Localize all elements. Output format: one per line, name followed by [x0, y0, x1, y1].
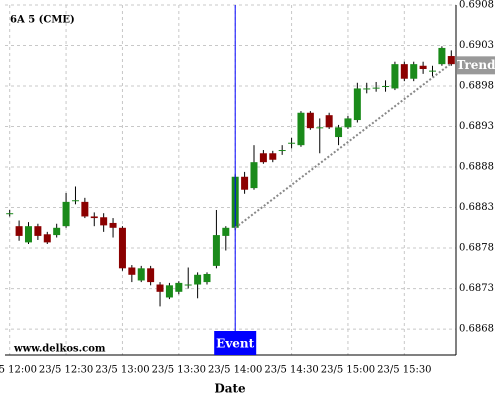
candle-body: [194, 274, 202, 285]
chart-title: 6A 5 (CME): [10, 15, 75, 26]
trend-line: [234, 62, 452, 229]
candle-body: [165, 285, 173, 298]
y-tick-label: 0.6883: [459, 202, 494, 213]
trend-box: [457, 56, 495, 75]
candle-body: [156, 284, 164, 292]
candle-body: [306, 112, 314, 129]
candle-body: [175, 282, 183, 292]
event-label: Event: [216, 337, 254, 351]
candle-body: [438, 47, 446, 65]
candle-body: [109, 222, 117, 228]
candle-body: [297, 112, 305, 146]
candle-body: [203, 273, 211, 283]
x-tick-label: 23/5 14:30: [264, 365, 318, 376]
x-tick-label: 23/5 12:30: [39, 365, 93, 376]
y-tick-label: 0.6898: [459, 81, 494, 92]
candle-body: [382, 86, 390, 88]
y-tick-label: 0.6873: [459, 283, 494, 294]
candle-body: [15, 226, 23, 236]
candle-body: [43, 234, 51, 243]
candle-body: [53, 227, 61, 236]
candle-body: [118, 227, 126, 269]
candle-body: [100, 217, 108, 226]
candle-body: [222, 227, 230, 236]
x-tick-label: 23/5 15:30: [377, 365, 431, 376]
candle-body: [372, 87, 380, 89]
candle-body: [278, 150, 286, 152]
candle-body: [269, 153, 277, 160]
x-tick-label: 23/5 13:30: [152, 365, 206, 376]
candle-body: [81, 201, 89, 217]
candle-body: [429, 70, 437, 72]
candle-body: [400, 64, 408, 79]
candle-body: [410, 64, 418, 79]
candle-body: [344, 118, 352, 128]
candle-body: [137, 268, 145, 281]
candle-body: [147, 268, 155, 283]
candle-body: [62, 201, 70, 227]
candle-body: [90, 216, 98, 219]
watermark: www.delkos.com: [13, 344, 106, 355]
y-tick-label: 0.6868: [459, 324, 494, 335]
candle-body: [184, 284, 192, 286]
candle-body: [259, 153, 267, 163]
y-tick-label: 0.6893: [459, 121, 494, 132]
trend-label: Trend: [456, 58, 496, 72]
candle-body: [391, 64, 399, 89]
candle-body: [447, 56, 455, 65]
y-tick-label: 0.6903: [459, 40, 494, 51]
x-axis-label: Date: [214, 382, 246, 396]
candle-body: [353, 88, 361, 121]
candle-body: [419, 65, 427, 70]
candle-body: [250, 162, 258, 189]
candle-body: [288, 142, 296, 144]
candle-body: [71, 200, 79, 202]
candle-body: [212, 235, 220, 266]
x-tick-label: 23/5 14:00: [208, 365, 262, 376]
candle-body: [241, 176, 249, 190]
candle-body: [24, 226, 32, 243]
candle-body: [34, 226, 42, 236]
candle-body: [325, 115, 333, 128]
candle-body: [128, 267, 136, 275]
event-box: [214, 331, 257, 355]
candle-body: [316, 127, 324, 129]
y-tick-label: 0.6888: [459, 162, 494, 173]
candle-body: [363, 88, 371, 90]
y-tick-label: 0.6878: [459, 243, 494, 254]
x-tick-label: 23/5 15:00: [321, 365, 375, 376]
x-tick-label: 23/5 13:00: [95, 365, 149, 376]
x-tick-label: 23/5 12:00: [0, 365, 37, 376]
candle-body: [335, 127, 343, 138]
y-tick-label: 0.6908: [459, 0, 494, 11]
candle-body: [6, 213, 14, 215]
